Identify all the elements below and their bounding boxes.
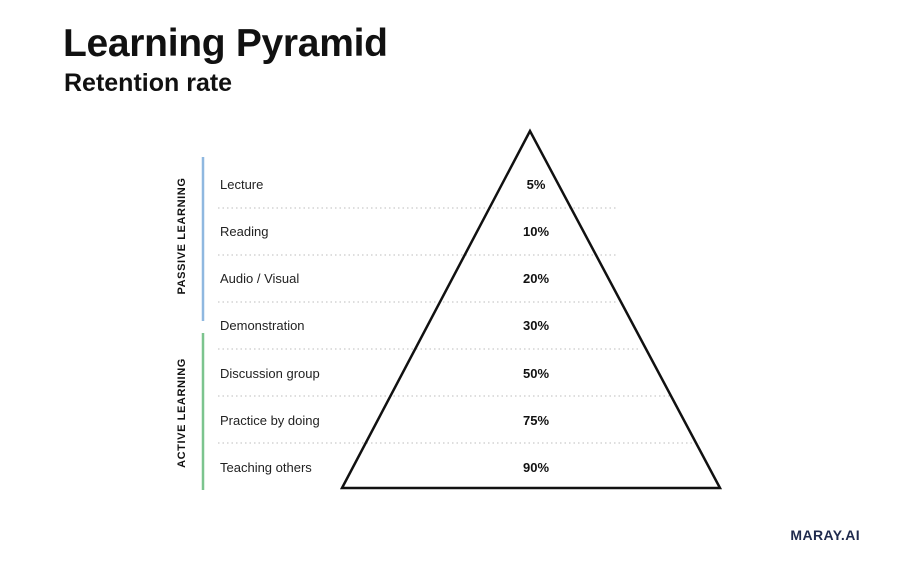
row-value-reading: 10% <box>522 224 550 239</box>
row-value-teaching-others: 90% <box>522 460 550 475</box>
row-label-teaching-others: Teaching others <box>220 460 312 475</box>
pyramid-outline <box>339 128 723 490</box>
row-label-discussion-group: Discussion group <box>220 366 320 381</box>
page-subtitle: Retention rate <box>64 69 233 97</box>
row-value-audio-visual: 20% <box>522 271 550 286</box>
row-value-demonstration: 30% <box>522 318 550 333</box>
row-label-reading: Reading <box>220 224 269 239</box>
passive-learning-label: PASSIVE LEARNING <box>176 177 188 295</box>
row-label-audio-visual: Audio / Visual <box>220 271 300 286</box>
row-label-practice-by-doing: Practice by doing <box>220 413 320 428</box>
row-separators <box>218 207 700 444</box>
page-title: Learning Pyramid <box>63 22 388 65</box>
row-label-lecture: Lecture <box>220 177 264 192</box>
row-value-practice-by-doing: 75% <box>522 413 550 428</box>
active-learning-label: ACTIVE LEARNING <box>176 358 188 468</box>
row-value-lecture: 5% <box>526 177 546 192</box>
row-value-discussion-group: 50% <box>522 366 550 381</box>
row-label-demonstration: Demonstration <box>220 318 305 333</box>
brand-logo: MARAY.AI <box>790 527 860 543</box>
